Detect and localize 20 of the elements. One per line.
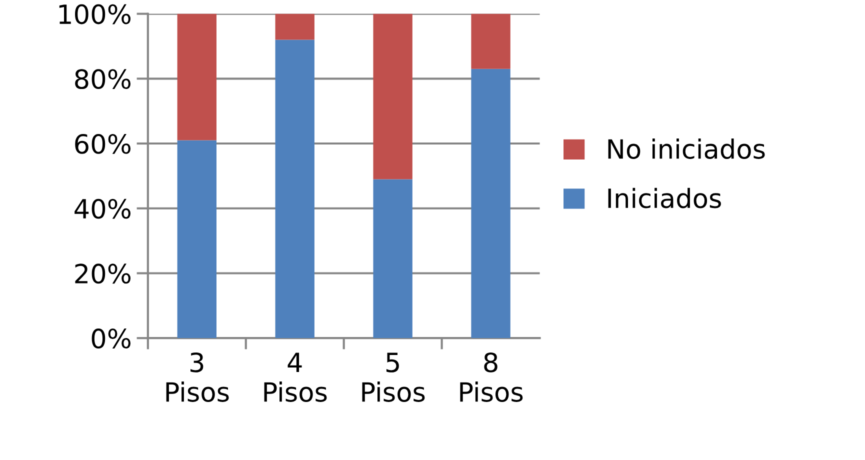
x-tick-label: 5 Pisos bbox=[362, 352, 425, 402]
y-tick-label: 20% bbox=[75, 264, 130, 284]
bar bbox=[471, 14, 510, 69]
y-tick-label: 40% bbox=[74, 198, 130, 219]
y-tick-label: 60% bbox=[75, 134, 130, 154]
bar bbox=[275, 14, 314, 40]
legend-label: Iniciados bbox=[608, 188, 721, 208]
bar bbox=[373, 14, 412, 180]
bar bbox=[373, 179, 412, 338]
bar bbox=[275, 40, 314, 338]
legend-label: No iniciados bbox=[608, 138, 765, 159]
y-tick-label: 100% bbox=[59, 4, 130, 24]
bar bbox=[471, 68, 510, 338]
x-tick-label: 8 Pisos bbox=[460, 352, 523, 402]
y-tick-label: 0% bbox=[92, 328, 130, 348]
x-tick-label: 4 Pisos bbox=[264, 352, 327, 402]
x-tick-label: 3 Pisos bbox=[166, 352, 229, 402]
y-tick-label: 80% bbox=[75, 69, 130, 90]
bar bbox=[177, 14, 216, 140]
bar bbox=[177, 140, 216, 338]
